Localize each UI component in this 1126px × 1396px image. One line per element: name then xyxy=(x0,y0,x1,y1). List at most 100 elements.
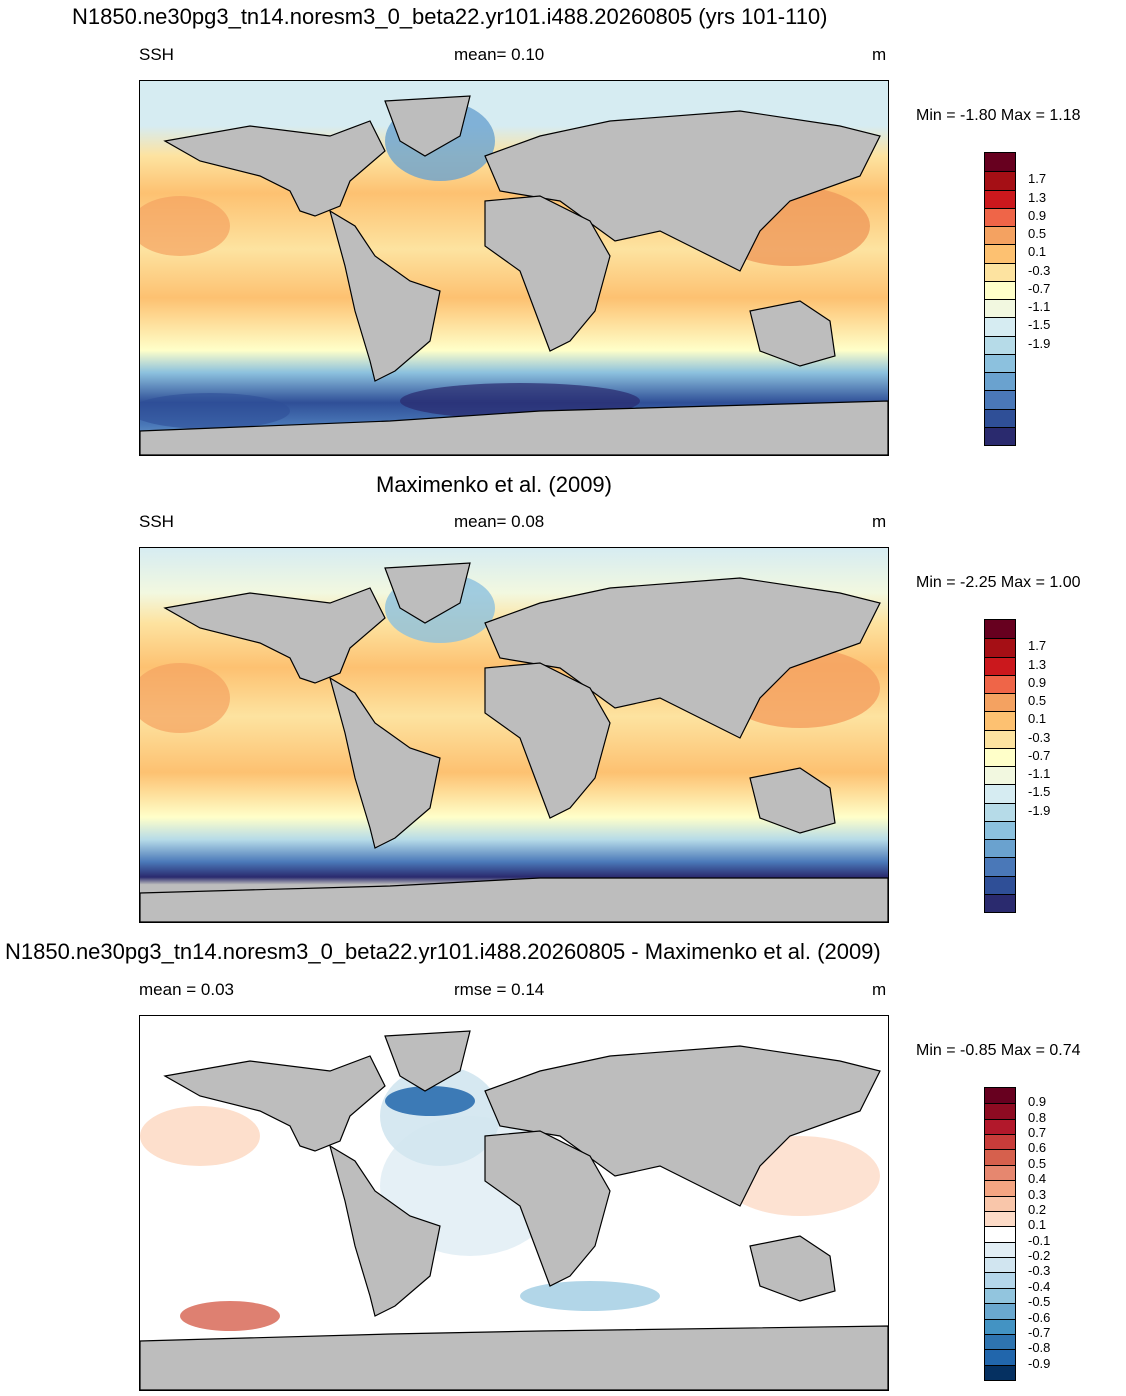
panel1-units-label: m xyxy=(872,45,887,64)
colorbar-tick-label: -0.4 xyxy=(1028,1278,1051,1294)
panel2-mean-label: mean= 0.08 xyxy=(454,512,545,531)
colorbar-swatch xyxy=(985,1195,1015,1211)
colorbar-swatch xyxy=(985,426,1015,445)
panel2-title: Maximenko et al. (2009) xyxy=(376,472,612,497)
colorbar-tick-label: 0.8 xyxy=(1028,1109,1047,1125)
colorbar-tick-label: -0.3 xyxy=(1028,262,1051,278)
colorbar-tick-label: -1.1 xyxy=(1028,766,1051,782)
colorbar-swatch xyxy=(985,1241,1015,1258)
colorbar-swatch xyxy=(985,784,1015,803)
colorbar-swatch xyxy=(985,1103,1015,1119)
panel2-variable-label: SSH xyxy=(139,512,174,531)
colorbar-tick-label: 0.9 xyxy=(1028,207,1047,223)
colorbar-swatch xyxy=(985,1164,1015,1181)
colorbar-swatch xyxy=(985,1272,1015,1288)
colorbar-tick-label: -1.5 xyxy=(1028,317,1051,333)
colorbar-swatch xyxy=(985,335,1015,354)
panel2-colorbar xyxy=(984,619,1016,913)
colorbar-tick-label: 1.3 xyxy=(1028,656,1047,672)
colorbar-tick-label: 0.6 xyxy=(1028,1140,1047,1156)
colorbar-tick-label: 0.5 xyxy=(1028,1155,1047,1171)
colorbar-tick-label: -0.8 xyxy=(1028,1340,1051,1356)
colorbar-tick-label: 0.9 xyxy=(1028,1094,1047,1110)
colorbar-swatch xyxy=(985,280,1015,299)
panel3-mean-label: mean = 0.03 xyxy=(139,980,234,999)
colorbar-tick-label: -0.3 xyxy=(1028,1263,1051,1279)
colorbar-swatch xyxy=(985,729,1015,748)
colorbar-swatch xyxy=(985,262,1015,281)
colorbar-swatch xyxy=(985,1257,1015,1273)
panel2-map xyxy=(139,547,889,923)
colorbar-tick-label: -0.2 xyxy=(1028,1248,1051,1264)
panel3-minmax: Min = -0.85 Max = 0.74 xyxy=(916,1042,1081,1059)
colorbar-tick-label: 0.3 xyxy=(1028,1186,1047,1202)
panel3-rmse-label: rmse = 0.14 xyxy=(454,980,545,999)
colorbar-swatch xyxy=(985,1287,1015,1304)
colorbar-tick-label: -1.9 xyxy=(1028,802,1051,818)
colorbar-tick-label: -0.7 xyxy=(1028,1324,1051,1340)
colorbar-tick-label: 0.5 xyxy=(1028,226,1047,242)
panel3-units-label: m xyxy=(872,980,887,999)
colorbar-swatch xyxy=(985,226,1015,245)
colorbar-tick-label: -0.1 xyxy=(1028,1232,1051,1248)
colorbar-swatch xyxy=(985,875,1015,894)
colorbar-tick-label: 1.3 xyxy=(1028,189,1047,205)
colorbar-swatch xyxy=(985,1303,1015,1319)
colorbar-tick-label: -0.7 xyxy=(1028,280,1051,296)
colorbar-swatch xyxy=(985,244,1015,263)
colorbar-swatch xyxy=(985,299,1015,318)
panel3-colorbar xyxy=(984,1087,1016,1381)
panel1-minmax: Min = -1.80 Max = 1.18 xyxy=(916,107,1081,124)
colorbar-swatch xyxy=(985,747,1015,766)
colorbar-swatch xyxy=(985,153,1015,172)
colorbar-swatch xyxy=(985,638,1015,657)
colorbar-swatch xyxy=(985,1318,1015,1334)
colorbar-tick-label: 0.1 xyxy=(1028,244,1047,260)
colorbar-swatch xyxy=(985,766,1015,785)
panel2-minmax: Min = -2.25 Max = 1.00 xyxy=(916,574,1081,591)
colorbar-swatch xyxy=(985,857,1015,876)
colorbar-swatch xyxy=(985,317,1015,336)
panel1-title: N1850.ne30pg3_tn14.noresm3_0_beta22.yr10… xyxy=(72,4,828,29)
colorbar-swatch xyxy=(985,656,1015,675)
colorbar-tick-label: -1.5 xyxy=(1028,784,1051,800)
colorbar-tick-label: 1.7 xyxy=(1028,638,1047,654)
colorbar-swatch xyxy=(985,171,1015,190)
colorbar-tick-label: -0.9 xyxy=(1028,1355,1051,1371)
colorbar-swatch xyxy=(985,372,1015,391)
colorbar-swatch xyxy=(985,1134,1015,1150)
colorbar-tick-label: 1.7 xyxy=(1028,171,1047,187)
colorbar-swatch xyxy=(985,1149,1015,1165)
colorbar-tick-label: -0.5 xyxy=(1028,1294,1051,1310)
panel1-colorbar xyxy=(984,152,1016,446)
panel3-map xyxy=(139,1015,889,1391)
colorbar-swatch xyxy=(985,1118,1015,1135)
colorbar-swatch xyxy=(985,1210,1015,1227)
colorbar-swatch xyxy=(985,1180,1015,1196)
colorbar-tick-label: 0.4 xyxy=(1028,1171,1047,1187)
colorbar-swatch xyxy=(985,674,1015,693)
colorbar-tick-label: -1.1 xyxy=(1028,299,1051,315)
colorbar-swatch xyxy=(985,693,1015,712)
colorbar-swatch xyxy=(985,207,1015,226)
colorbar-tick-label: -0.6 xyxy=(1028,1309,1051,1325)
colorbar-swatch xyxy=(985,711,1015,730)
colorbar-swatch xyxy=(985,620,1015,639)
colorbar-swatch xyxy=(985,1226,1015,1242)
colorbar-tick-label: 0.1 xyxy=(1028,711,1047,727)
colorbar-tick-label: 0.2 xyxy=(1028,1201,1047,1217)
panel1-map xyxy=(139,80,889,456)
colorbar-tick-label: 0.7 xyxy=(1028,1125,1047,1141)
colorbar-swatch xyxy=(985,1349,1015,1365)
colorbar-swatch xyxy=(985,802,1015,821)
colorbar-swatch xyxy=(985,408,1015,427)
panel3-title: N1850.ne30pg3_tn14.noresm3_0_beta22.yr10… xyxy=(5,939,881,964)
colorbar-swatch xyxy=(985,353,1015,372)
colorbar-tick-label: 0.1 xyxy=(1028,1217,1047,1233)
colorbar-swatch xyxy=(985,893,1015,912)
colorbar-swatch xyxy=(985,390,1015,409)
colorbar-tick-label: -1.9 xyxy=(1028,335,1051,351)
panel1-mean-label: mean= 0.10 xyxy=(454,45,545,64)
colorbar-swatch xyxy=(985,189,1015,208)
panel1-variable-label: SSH xyxy=(139,45,174,64)
